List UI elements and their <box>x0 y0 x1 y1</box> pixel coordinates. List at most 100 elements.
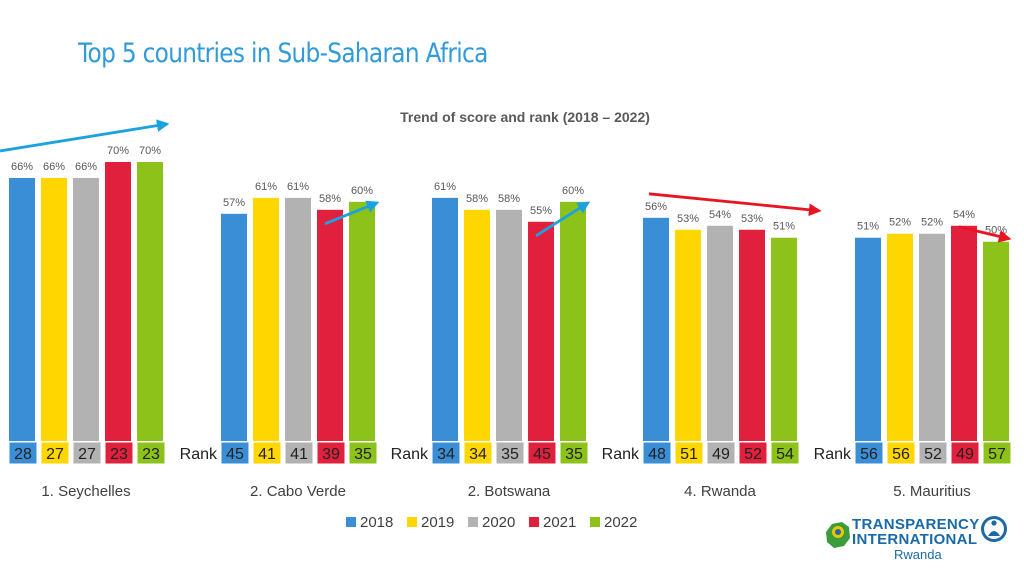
data-label-2021-4: 53% <box>741 213 763 225</box>
data-label-2021-2: 58% <box>319 193 341 205</box>
data-label-2022-1: 70% <box>139 145 161 157</box>
bar-2019-4 <box>675 229 701 441</box>
data-label-2022-4: 51% <box>773 221 795 233</box>
rank-box-2018-1 <box>8 441 38 465</box>
data-label-2022-3: 60% <box>562 185 584 197</box>
rank-box-2020-1 <box>72 441 102 465</box>
rank-value-2021-5: 49 <box>956 446 974 463</box>
bar-2020-5 <box>919 233 945 441</box>
bar-2018-3 <box>432 197 458 441</box>
rank-value-2018-2: 45 <box>226 446 244 463</box>
trend-arrow-1 <box>0 119 170 153</box>
rank-box-2020-5 <box>918 441 948 465</box>
logo-text-rwanda: Rwanda <box>894 547 942 562</box>
logo-text-international: INTERNATIONAL <box>852 531 978 548</box>
data-label-2021-5: 54% <box>953 209 975 221</box>
rank-value-2020-4: 49 <box>712 446 730 463</box>
bar-2021-4 <box>739 229 765 441</box>
bar-2020-1 <box>73 177 99 441</box>
data-label-2020-1: 66% <box>75 161 97 173</box>
trend-arrow-5 <box>958 225 1012 243</box>
rank-box-2019-2 <box>252 441 282 465</box>
rank-value-2020-2: 41 <box>290 446 308 463</box>
legend-swatch-2018 <box>346 517 356 527</box>
rank-label-4: Rank <box>602 446 640 463</box>
x-tick-label-1: 1. Seychelles <box>41 483 130 500</box>
bar-2021-3 <box>528 221 554 441</box>
rank-box-2022-1 <box>136 441 166 465</box>
data-label-2018-5: 51% <box>857 221 879 233</box>
legend-label-2019: 2019 <box>421 514 454 531</box>
trend-arrow-4 <box>648 192 822 216</box>
bar-2021-5 <box>951 225 977 441</box>
data-label-2019-1: 66% <box>43 161 65 173</box>
page-title: Top 5 countries in Sub-Saharan Africa <box>78 38 488 69</box>
data-label-2018-3: 61% <box>434 181 456 193</box>
bar-2022-3 <box>560 201 586 441</box>
bar-2019-5 <box>887 233 913 441</box>
rank-box-2018-2 <box>220 441 250 465</box>
rank-value-2018-5: 56 <box>860 446 878 463</box>
rank-value-2018-1: 28 <box>14 446 32 463</box>
rank-value-2020-1: 27 <box>78 446 96 463</box>
rank-value-2022-2: 35 <box>354 446 372 463</box>
bar-2020-2 <box>285 197 311 441</box>
rank-box-2022-3 <box>559 441 589 465</box>
rank-value-2019-4: 51 <box>680 446 698 463</box>
bar-2022-1 <box>137 162 163 441</box>
rank-box-2018-4 <box>642 441 672 465</box>
bar-2022-5 <box>983 241 1009 441</box>
rank-box-2019-1 <box>40 441 70 465</box>
rank-label-3: Rank <box>391 446 429 463</box>
rank-value-2019-1: 27 <box>46 446 64 463</box>
rank-box-2022-2 <box>348 441 378 465</box>
data-label-2019-3: 58% <box>466 193 488 205</box>
legend-label-2021: 2021 <box>543 514 576 531</box>
logo-text-transparency: TRANSPARENCY <box>852 516 980 533</box>
rank-value-2021-2: 39 <box>322 446 340 463</box>
rank-box-2020-2 <box>284 441 314 465</box>
rank-box-2019-5 <box>886 441 916 465</box>
legend-swatch-2019 <box>407 517 417 527</box>
globe-person-icon <box>981 516 1007 542</box>
bar-2019-3 <box>464 209 490 441</box>
legend-label-2020: 2020 <box>482 514 515 531</box>
bar-2022-2 <box>349 201 375 441</box>
rank-value-2019-5: 56 <box>892 446 910 463</box>
chart-title: Trend of score and rank (2018 – 2022) <box>400 109 650 125</box>
legend-swatch-2021 <box>529 517 539 527</box>
rank-box-2018-5 <box>854 441 884 465</box>
data-label-2020-3: 58% <box>498 193 520 205</box>
rank-label-5: Rank <box>814 446 852 463</box>
x-tick-label-2: 2. Cabo Verde <box>250 483 346 500</box>
bar-2020-3 <box>496 209 522 441</box>
rank-box-2022-5 <box>982 441 1012 465</box>
data-label-2019-5: 52% <box>889 217 911 229</box>
rank-value-2019-3: 34 <box>469 446 487 463</box>
rank-box-2020-4 <box>706 441 736 465</box>
x-tick-label-4: 4. Rwanda <box>684 483 756 500</box>
bar-2019-2 <box>253 197 279 441</box>
rank-value-2021-1: 23 <box>110 446 128 463</box>
rwanda-map-icon <box>826 522 850 548</box>
bar-2018-5 <box>855 237 881 441</box>
transparency-international-logo: TRANSPARENCY INTERNATIONAL Rwanda <box>822 514 1012 570</box>
rank-value-2022-4: 54 <box>776 446 794 463</box>
x-tick-label-5: 5. Mauritius <box>893 483 971 500</box>
rank-value-2022-5: 57 <box>988 446 1006 463</box>
rank-box-2021-4 <box>738 441 768 465</box>
data-label-2019-4: 53% <box>677 213 699 225</box>
bar-2021-1 <box>105 162 131 441</box>
rank-value-2018-3: 34 <box>437 446 455 463</box>
data-label-2021-1: 70% <box>107 145 129 157</box>
rank-value-2019-2: 41 <box>258 446 276 463</box>
bar-2020-4 <box>707 225 733 441</box>
bar-2019-1 <box>41 177 67 441</box>
data-label-2020-2: 61% <box>287 181 309 193</box>
bar-2018-4 <box>643 217 669 441</box>
data-label-2020-4: 54% <box>709 209 731 221</box>
data-label-2020-5: 52% <box>921 217 943 229</box>
legend-swatch-2022 <box>590 517 600 527</box>
rank-label-2: Rank <box>180 446 218 463</box>
